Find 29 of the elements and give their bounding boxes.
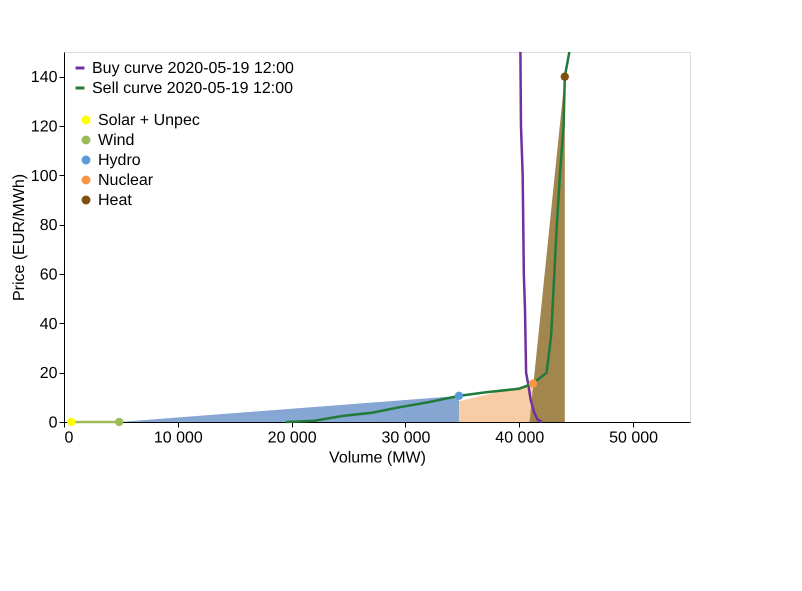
x-tick-label: 30 000 xyxy=(381,430,431,446)
y-tick-label: 40 xyxy=(40,316,58,333)
x-tick-label: 0 xyxy=(64,430,74,446)
x-tick-label: 50 000 xyxy=(609,430,658,446)
y-tick-label: 20 xyxy=(40,365,58,382)
y-tick-label: 120 xyxy=(30,118,58,136)
point xyxy=(115,418,124,426)
y-tick-label: 140 xyxy=(30,69,58,86)
legend-label: Sell curve 2020-05-19 12:00 xyxy=(92,80,294,97)
legend-label: Buy curve 2020-05-19 12:00 xyxy=(92,60,294,77)
y-tick-label: 0 xyxy=(48,414,58,432)
legend-label: Solar + Unpec xyxy=(98,112,200,129)
legend-label: Hydro xyxy=(98,152,141,169)
x-tick-label: 40 000 xyxy=(495,430,544,446)
line-series xyxy=(519,50,544,424)
legend-label: Heat xyxy=(98,192,132,209)
point xyxy=(560,72,569,81)
y-tick-label: 80 xyxy=(40,217,58,234)
point xyxy=(528,379,538,388)
point xyxy=(454,392,464,400)
y-axis-title: Price (EUR/MWh) xyxy=(10,174,28,302)
x-axis-title: Volume (MW) xyxy=(329,450,426,466)
x-tick-label: 10 000 xyxy=(154,430,203,446)
legend-label: Nuclear xyxy=(98,172,154,189)
x-tick-label: 20 000 xyxy=(268,430,317,446)
y-tick-label: 60 xyxy=(40,266,58,284)
legend-label: Wind xyxy=(98,132,134,149)
point xyxy=(67,418,76,426)
y-tick-label: 100 xyxy=(30,168,58,185)
